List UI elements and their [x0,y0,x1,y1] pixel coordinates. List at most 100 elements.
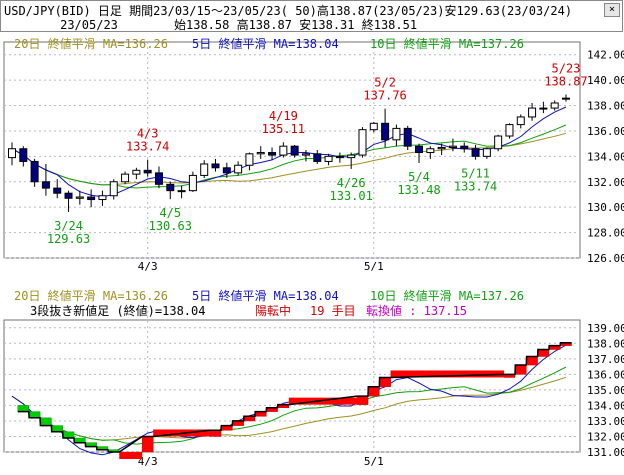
break-brick-up [379,377,391,388]
candle-down [222,167,231,174]
low-annotation-date: 4/5 [159,206,181,220]
candle-up [234,164,243,174]
candle-down [143,169,152,174]
break-ytick-label: 132.00 [587,430,624,443]
candle-up [200,163,209,176]
break-flat-segment [390,370,504,378]
ohlc-line: 23/05/23 始138.58 高138.87 安138.31 終138.51 [4,16,417,33]
candle-legend-entry: 5日 終値平滑 MA=138.04 [192,36,339,51]
break-reversal-label: 転換値 : 137.15 [366,303,467,318]
break-flat-segment [288,397,357,405]
break-subtitle-prefix: 3段抜き新値足 (終値)=138.04 [30,303,205,318]
candle-down [313,153,322,162]
candle-up [279,145,288,156]
candle-up [426,148,435,154]
candle-up [358,129,367,156]
low-annotation-date: 5/11 [461,167,490,181]
break-flat-segment [119,452,143,459]
candle-down [41,181,50,189]
chart-header: USD/JPY(BID) 日足 期間23/03/15～23/05/23( 50)… [0,0,623,32]
break-brick-up [356,395,369,405]
high-annotation-date: 5/23 [552,61,581,75]
break-brick-down [40,417,52,426]
candle-xtick-label: 5/1 [364,260,384,273]
candle-up [188,174,197,192]
break-step-line [17,341,572,453]
candle-legend-entry: 10日 終値平滑 MA=137.26 [370,36,524,51]
candle-down [415,145,424,154]
candle-ytick-label: 130.00 [587,201,624,214]
break-brick-down [51,425,63,433]
break-plot-area [3,319,581,453]
candle-xtick-label: 4/3 [138,260,158,273]
low-annotation-date: 5/4 [408,170,430,184]
break-state-label: 陽転中 [255,303,291,318]
candle-down [460,145,469,150]
candle-down [166,183,175,192]
candle-up [550,102,559,109]
candle-up [448,145,457,148]
candle-up [98,195,107,201]
current-date: 23/05/23 [60,18,118,32]
candle-down [268,152,277,156]
low-annotation-value: 133.01 [330,189,373,203]
break-brick-up [209,430,222,437]
candle-down [30,160,39,183]
candle-up [482,148,491,157]
candle-up [494,135,503,150]
break-ytick-label: 131.00 [587,446,624,459]
low-annotation-value: 130.63 [149,219,192,233]
candle-down [471,148,480,157]
candle-up [437,146,446,150]
break-brick-up [141,436,154,453]
candle-up [505,124,514,137]
candle-ytick-label: 138.00 [587,100,624,113]
break-brick-down [28,411,41,419]
break-ytick-label: 139.00 [587,322,624,335]
low-annotation-value: 133.74 [454,180,497,194]
break-legend-entry: 5日 終値平滑 MA=138.04 [192,288,339,303]
candle-legend-entry: 20日 終値平滑 MA=136.26 [14,36,168,51]
high-annotation-value: 137.76 [363,89,406,103]
candle-down [64,192,73,199]
candle-up [347,154,356,159]
break-brick-up [537,349,550,357]
candle-ytick-label: 128.00 [587,227,624,240]
low-annotation-value: 129.63 [47,232,90,246]
break-legend-entry: 10日 終値平滑 MA=137.26 [370,288,524,303]
high-annotation-value: 138.87 [544,74,587,88]
low-annotation-value: 133.48 [397,183,440,197]
high-annotation-value: 135.11 [262,122,305,136]
candle-ytick-label: 136.00 [587,125,624,138]
candle-up [177,190,186,193]
candle-down [87,196,96,201]
candle-down [53,187,62,194]
high-annotation-date: 4/19 [269,109,298,123]
ohlc-values: 始138.58 高138.87 安138.31 終138.51 [174,18,418,32]
break-brick-up [526,356,538,366]
candle-up [324,155,333,162]
high-annotation-date: 5/2 [374,76,396,90]
low-annotation-date: 4/26 [337,176,366,190]
candle-up [109,181,118,197]
candle-ytick-label: 134.00 [587,150,624,163]
close-button[interactable]: × [604,3,620,17]
candle-ytick-label: 140.00 [587,74,624,87]
candle-up [539,107,548,110]
candle-down [19,148,28,162]
break-brick-up [368,386,380,397]
candle-ytick-label: 126.00 [587,252,624,265]
break-ytick-label: 134.00 [587,399,624,412]
candle-down [290,145,299,156]
break-xtick-label: 4/3 [138,455,158,468]
candle-up [75,196,84,199]
candle-ma10-line [11,124,567,189]
high-annotation-value: 133.74 [126,140,169,154]
candle-up [369,122,378,131]
candle-ytick-label: 132.00 [587,176,624,189]
break-ytick-label: 137.00 [587,353,624,366]
low-annotation-date: 3/24 [54,219,83,233]
break-legend-entry: 20日 終値平滑 MA=136.26 [14,288,168,303]
break-brick-down [17,405,30,412]
